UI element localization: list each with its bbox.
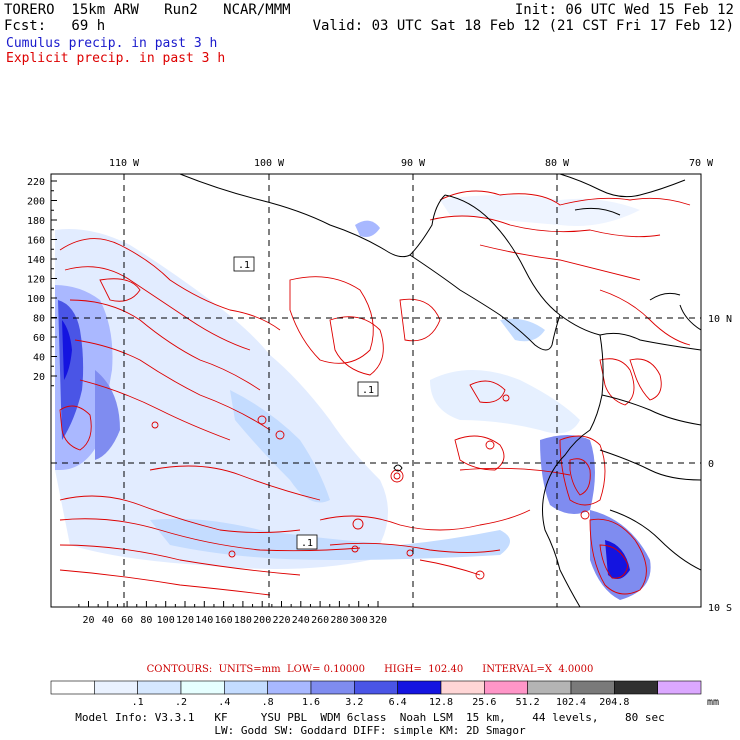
legend-explicit-precip: Explicit precip. in past 3 h (6, 51, 226, 66)
colorbar-label: 6.4 (389, 697, 407, 708)
colorbar-swatch (354, 680, 398, 695)
contour-label-box: .1 (233, 256, 255, 272)
x-tick-label: 200 (253, 615, 271, 626)
x-tick-label: 320 (369, 615, 387, 626)
longitude-labels: 110 W 100 W 90 W 80 W 70 W (109, 158, 714, 169)
colorbar-swatch (310, 680, 355, 695)
colorbar-swatch (224, 680, 268, 695)
colorbar-swatch (94, 680, 138, 695)
x-tick-label: 120 (176, 615, 194, 626)
colorbar-swatch (137, 680, 182, 695)
y-tick-label: 60 (33, 333, 45, 344)
colorbar-label: 1.6 (302, 697, 320, 708)
lat-label: 10 S (708, 603, 732, 614)
x-tick-label: 160 (215, 615, 233, 626)
x-tick-label: 180 (234, 615, 252, 626)
y-tick-label: 100 (27, 294, 45, 305)
colorbar-label: .4 (218, 697, 230, 708)
cumulus-precip-shading (55, 195, 651, 600)
model-info-line1: Model Info: V3.3.1 KF YSU PBL WDM 6class… (75, 711, 665, 724)
colorbar-swatch (484, 680, 528, 695)
coastline-outlines (179, 174, 701, 607)
y-tick-label: 80 (33, 314, 45, 325)
x-tick-label: 40 (102, 615, 114, 626)
legend-cumulus-precip: Cumulus precip. in past 3 h (6, 36, 218, 51)
y-tick-label: 140 (27, 255, 45, 266)
y-tick-label: 220 (27, 177, 45, 188)
colorbar-swatch (614, 680, 658, 695)
y-tick-label: 120 (27, 275, 45, 286)
x-tick-label: 60 (121, 615, 133, 626)
x-tick-label: 280 (330, 615, 348, 626)
lon-label: 80 W (545, 158, 570, 169)
header-valid-time: Valid: 03 UTC Sat 18 Feb 12 (21 CST Fri … (312, 18, 734, 34)
colorbar-label: 3.2 (345, 697, 363, 708)
lon-label: 90 W (401, 158, 426, 169)
colorbar-unit: mm (707, 697, 719, 708)
y-axis: 220 200 180 160 140 120 100 80 60 40 20 (27, 177, 57, 387)
colorbar-swatch (267, 680, 312, 695)
contour-info: CONTOURS: UNITS=mm LOW= 0.10000 HIGH= 10… (146, 664, 594, 675)
y-tick-label: 160 (27, 236, 45, 247)
latitude-labels: 10 N 0 10 S (708, 314, 732, 614)
header-init-time: Init: 06 UTC Wed 15 Feb 12 (514, 2, 734, 18)
lat-lon-grid (51, 174, 701, 607)
x-tick-label: 20 (82, 615, 94, 626)
colorbar-label: .2 (175, 697, 187, 708)
colorbar-swatch (50, 680, 95, 695)
y-tick-label: 200 (27, 197, 45, 208)
precip-colorbar: .1 .2 .4 .8 1.6 3.2 6.4 12.8 25.6 51.2 102.4 204.8 m… (50, 680, 719, 708)
colorbar-swatch (570, 680, 615, 695)
colorbar-swatch (657, 680, 702, 695)
header-forecast-hour: Fcst: 69 h (4, 18, 106, 34)
y-tick-label: 180 (27, 216, 45, 227)
explicit-precip-contours (59, 190, 691, 596)
colorbar-swatch (440, 680, 485, 695)
x-tick-label: 220 (272, 615, 290, 626)
y-tick-label: 40 (33, 353, 45, 364)
colorbar-swatch (180, 680, 225, 695)
x-tick-label: 100 (157, 615, 175, 626)
contour-label-box: .1 (296, 534, 318, 550)
contour-label-box: .1 (357, 381, 379, 397)
colorbar-label: 25.6 (472, 697, 496, 708)
x-tick-label: 240 (292, 615, 310, 626)
lat-label: 0 (708, 459, 714, 470)
lon-label: 70 W (689, 158, 714, 169)
header-title: TORERO 15km ARW Run2 NCAR/MMM (4, 2, 291, 18)
lon-label: 110 W (109, 158, 140, 169)
svg-text:.1: .1 (301, 538, 313, 549)
x-tick-label: 140 (195, 615, 213, 626)
y-tick-label: 20 (33, 372, 45, 383)
colorbar-swatch (527, 680, 572, 695)
x-tick-label: 260 (311, 615, 329, 626)
svg-text:.1: .1 (362, 385, 374, 396)
lat-label: 10 N (708, 314, 732, 325)
colorbar-label: 12.8 (429, 697, 453, 708)
colorbar-label: .8 (262, 697, 274, 708)
lon-label: 100 W (254, 158, 285, 169)
x-tick-label: 300 (350, 615, 368, 626)
x-axis: 20 40 60 80 100 120 140 160 180 200 220 240 260 280 30… (78, 601, 387, 626)
map-frame (50, 173, 702, 608)
colorbar-label: 204.8 (599, 697, 629, 708)
colorbar-label: .1 (132, 697, 144, 708)
colorbar-label: 102.4 (556, 697, 586, 708)
colorbar-swatch (397, 680, 442, 695)
contour-label-boxes: .1 .1 .1 (233, 256, 379, 550)
colorbar-label: 51.2 (516, 697, 540, 708)
svg-text:.1: .1 (238, 260, 250, 271)
model-info-line2: LW: Godd SW: Goddard DIFF: simple KM: 2D… (214, 724, 526, 737)
x-tick-label: 80 (140, 615, 152, 626)
